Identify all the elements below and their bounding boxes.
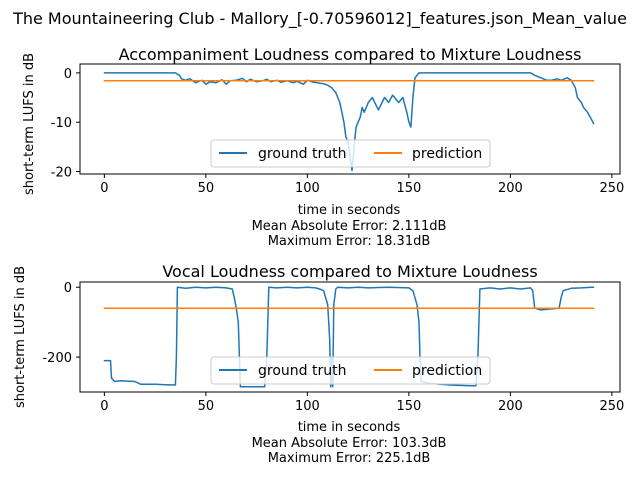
chart-1-legend-label-ground-truth: ground truth [258,146,346,162]
chart-2-xtick-label: 0 [100,399,108,414]
chart-1-xtick-label: 150 [396,181,421,196]
chart-1-xtick-label: 100 [295,181,320,196]
chart-1-plot-frame [79,63,621,175]
chart-2-xtick-label: 100 [295,399,320,414]
chart-2-legend-box [210,356,491,385]
chart-2-xlabel: time in seconds [298,420,401,435]
chart-2-legend-label-prediction: prediction [412,363,482,379]
chart-2-marks: 0 50 100 150 200 250 0 -200 [42,281,624,414]
chart-2-xtick-label: 50 [198,399,215,414]
chart-1-metric-max: Maximum Error: 18.31dB [268,234,431,249]
chart-1-marks: 0 50 100 150 200 250 0 -10 -20 [51,67,625,196]
chart-2-ytick-label: -200 [42,351,72,366]
chart-2-title: Vocal Loudness compared to Mixture Loudn… [162,262,537,281]
chart-vocal: Vocal Loudness compared to Mixture Loudn… [13,262,624,466]
chart-1-title: Accompaniment Loudness compared to Mixtu… [119,45,582,64]
chart-2-series-ground-truth [103,286,595,388]
chart-1-legend: ground truth prediction [210,139,491,168]
chart-2-xtick-label: 250 [599,399,624,414]
chart-1-xlabel: time in seconds [298,203,401,218]
chart-1-xtick-label: 50 [198,181,215,196]
chart-2-legend-label-ground-truth: ground truth [258,363,346,379]
chart-2-metric-max: Maximum Error: 225.1dB [268,451,431,466]
chart-2-ytick-label: 0 [64,281,72,296]
chart-1-ylabel: short-term LUFS in dB [22,53,37,195]
chart-1-ytick-label: -20 [51,166,72,181]
chart-1-legend-label-prediction: prediction [412,146,482,162]
chart-2-ylabel: short-term LUFS in dB [13,266,28,408]
chart-1-metric-mae: Mean Absolute Error: 2.111dB [252,219,447,234]
chart-2-plot-frame [79,281,621,393]
chart-1-xtick-label: 250 [599,181,624,196]
chart-1-ytick-label: 0 [64,67,72,82]
chart-1-xtick-label: 0 [100,181,108,196]
chart-2-xtick-label: 200 [498,399,523,414]
chart-2-legend: ground truth prediction [210,356,491,385]
chart-1-ytick-label: -10 [51,116,72,131]
chart-1-legend-box [210,139,491,168]
chart-accompaniment: Accompaniment Loudness compared to Mixtu… [22,45,624,249]
figure-suptitle: The Mountaineering Club - Mallory_[-0.70… [12,9,627,29]
chart-1-xtick-label: 200 [498,181,523,196]
chart-2-xtick-label: 150 [396,399,421,414]
chart-2-metric-mae: Mean Absolute Error: 103.3dB [252,436,447,451]
